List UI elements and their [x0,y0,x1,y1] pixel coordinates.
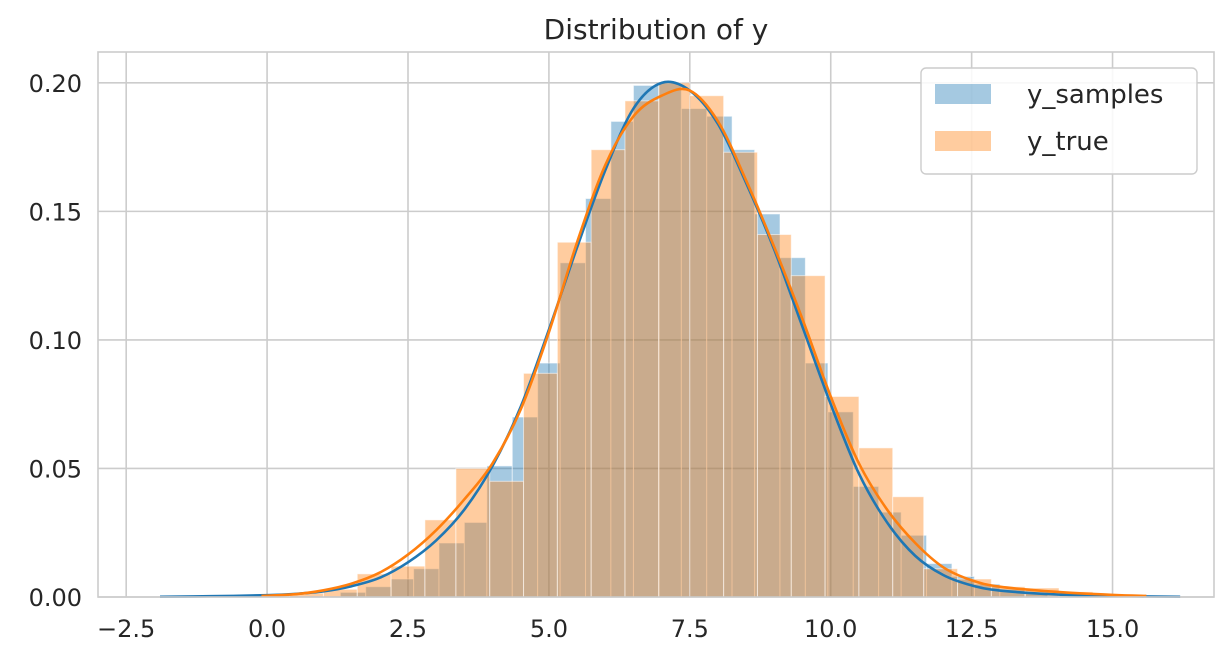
histogram-bar-y_true [689,95,725,598]
histogram-bars [255,82,1128,598]
y-tick-label: 0.05 [29,455,82,483]
series-y_samples-bars [339,82,1049,598]
histogram-bar-y_true [723,151,758,598]
kde-line-y_true [261,87,1147,598]
legend: y_samples y_true [920,67,1198,175]
y-tick-label: 0.10 [29,327,82,355]
x-tick-label: 12.5 [945,615,998,643]
legend-label-y_true: y_true [1027,127,1109,157]
histogram-bar-y_true [624,100,660,598]
histogram-bar-y_true [356,573,392,598]
histogram-bar-y_true [489,480,525,598]
legend-label-y_samples: y_samples [1027,80,1163,110]
histogram-bar-y_samples [585,198,612,598]
x-tick-label: 7.5 [671,615,709,643]
histogram-bar-y_true [590,149,626,598]
x-tick-label: 15.0 [1086,615,1139,643]
histogram-bar-y_samples [754,213,781,598]
kde-line-y_samples [159,80,1181,599]
x-tick-label: 10.0 [804,615,857,643]
histogram-bar-y_true [556,241,592,598]
x-tick-label: 0.0 [248,615,286,643]
x-tick-label: −2.5 [97,615,155,643]
y-tick-label: 0.15 [29,198,82,226]
histogram-bar-y_true [658,82,691,598]
y-tick-label: 0.00 [29,584,82,612]
plot-frame [97,51,1215,598]
axis-ticks: −2.5 0.0 2.5 5.0 7.5 10.0 12.5 15.0 0.00 0.05 0.10… [29,70,1140,643]
histogram-bar-y_true [523,372,558,598]
legend-box [920,67,1198,175]
histogram-bar-y_samples [511,416,539,598]
chart-title: Distribution of y [544,13,769,46]
kde-curves [159,80,1181,599]
legend-swatch-y_samples [935,84,991,104]
legend-swatch-y_true [935,131,991,151]
histogram-bar-y_true [756,234,792,598]
histogram-bar-y_true [790,275,826,598]
histogram-bar-y_samples [413,568,440,598]
histogram-bar-y_samples [486,465,513,598]
x-tick-label: 2.5 [389,615,427,643]
y-tick-label: 0.20 [29,70,82,98]
histogram-bar-y_true [424,519,457,598]
histogram-bar-y_samples [632,84,660,598]
x-tick-label: 5.0 [530,615,568,643]
